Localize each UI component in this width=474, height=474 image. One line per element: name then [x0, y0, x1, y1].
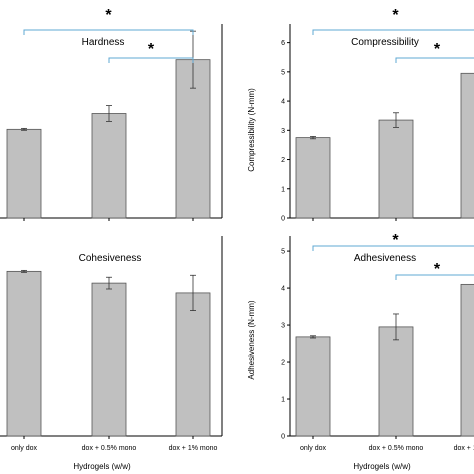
panel-title: Cohesiveness: [79, 253, 142, 264]
y-tick-label: 1: [281, 397, 285, 404]
bar: [378, 119, 414, 219]
y-tick-label: 5: [281, 249, 285, 256]
significance-star: *: [105, 7, 112, 24]
y-tick-label: 0: [281, 434, 285, 441]
bar: [295, 336, 331, 437]
bar: [6, 128, 42, 219]
x-tick-label: only dox: [11, 445, 38, 452]
x-tick-label: only dox: [300, 445, 327, 452]
y-tick-label: 2: [281, 360, 285, 367]
y-tick-label: 0: [281, 216, 285, 223]
bar: [6, 270, 42, 437]
significance-star: *: [434, 261, 441, 278]
y-tick-label: 6: [281, 40, 285, 47]
x-tick-label: dox + 1% mono: [454, 445, 474, 452]
significance-bracket: [312, 245, 474, 251]
bar: [175, 292, 211, 437]
significance-bracket: [312, 29, 474, 35]
significance-star: *: [434, 41, 441, 58]
bar: [378, 326, 414, 437]
significance-star: *: [148, 41, 155, 58]
bar: [460, 283, 474, 437]
significance-bracket: [395, 274, 474, 280]
panel-title: Compressibility: [351, 37, 419, 48]
y-tick-label: 3: [281, 128, 285, 135]
significance-star: *: [392, 7, 399, 24]
significance-star: *: [392, 232, 399, 249]
y-tick-label: 2: [281, 157, 285, 164]
significance-bracket: [108, 57, 194, 63]
panel-cohesiveness: Cohesiveness Hydrogels (w/w) only dox dox…: [0, 236, 223, 471]
y-tick-label: 4: [281, 286, 285, 293]
x-axis-label: Hydrogels (w/w): [73, 462, 131, 471]
bar: [295, 137, 331, 219]
y-axis-label: Compressibility (N-mm): [247, 88, 256, 172]
bar: [460, 72, 474, 219]
x-tick-label: dox + 1% mono: [169, 445, 218, 452]
x-tick-label: dox + 0.5% mono: [82, 445, 137, 452]
bar: [91, 113, 127, 219]
panel-adhesiveness: Adhesiveness Adhesiveness (N-mm) Hydroge…: [247, 232, 474, 471]
significance-bracket: [23, 29, 194, 35]
y-axis-label: Adhesiveness (N-mm): [247, 300, 256, 379]
y-tick-label: 4: [281, 99, 285, 106]
x-axis-label: Hydrogels (w/w): [353, 462, 411, 471]
panel-hardness: Hardness * *: [0, 7, 223, 221]
panel-compressibility: Compressibility Compressibility (N-mm) 0…: [247, 7, 474, 223]
bar: [91, 282, 127, 437]
panel-title: Adhesiveness: [354, 253, 416, 264]
panel-title: Hardness: [82, 37, 125, 48]
significance-bracket: [395, 57, 474, 63]
x-tick-label: dox + 0.5% mono: [369, 445, 424, 452]
y-tick-label: 5: [281, 69, 285, 76]
y-tick-label: 1: [281, 186, 285, 193]
y-tick-label: 3: [281, 323, 285, 330]
